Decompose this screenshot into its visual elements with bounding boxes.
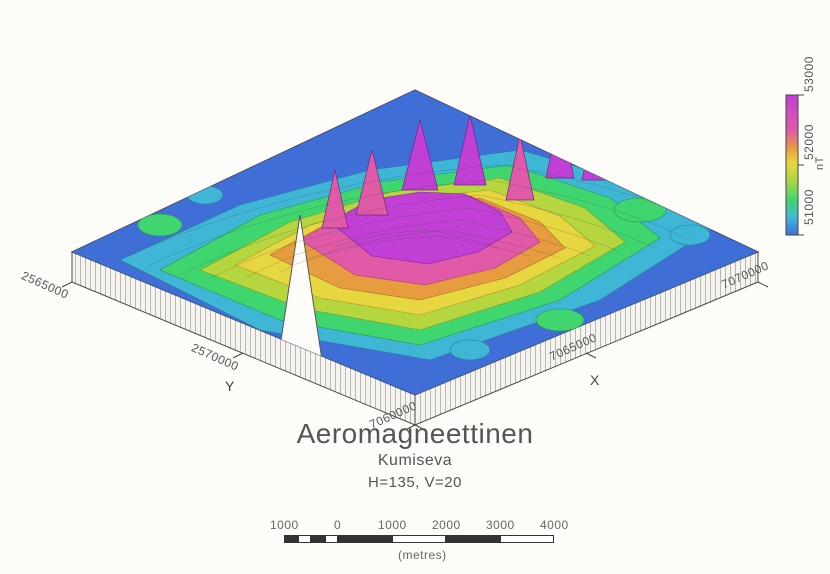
z-axis-label: nT xyxy=(814,156,826,170)
chart-params: H=135, V=20 xyxy=(368,474,462,491)
z-tick-1: 52000 xyxy=(802,124,816,160)
scale-unit-label: (metres) xyxy=(398,548,447,562)
scale-tick-5: 4000 xyxy=(540,518,569,532)
y-axis-label: Y xyxy=(225,378,235,394)
z-tick-0: 51000 xyxy=(802,189,816,225)
scale-tick-3: 2000 xyxy=(432,518,461,532)
chart-title: Aeromagneettinen xyxy=(297,418,534,450)
scale-tick-2: 1000 xyxy=(378,518,407,532)
scale-bar xyxy=(284,535,554,543)
chart-container: 2565000 2570000 Y 7060000 7065000 707000… xyxy=(0,0,830,574)
z-tick-2: 53000 xyxy=(802,56,816,92)
scale-tick-4: 3000 xyxy=(486,518,515,532)
scale-tick-1: 0 xyxy=(334,518,341,532)
scale-tick-0: 1000 xyxy=(270,518,299,532)
chart-subtitle: Kumiseva xyxy=(378,452,452,470)
x-axis-label: X xyxy=(590,372,600,388)
